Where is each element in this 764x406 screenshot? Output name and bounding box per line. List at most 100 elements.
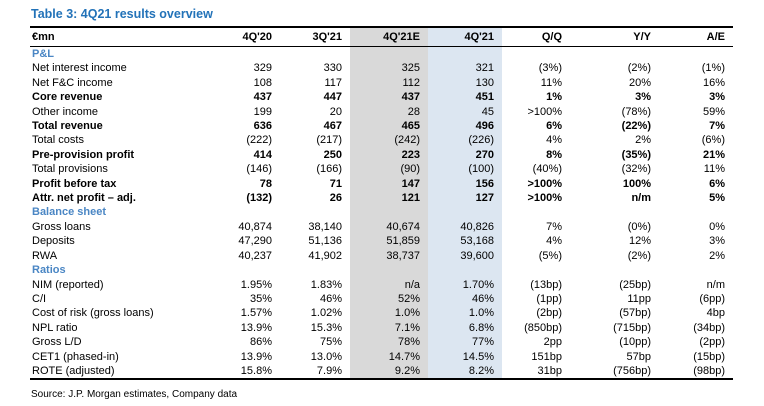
value-cell: 13.9% [240,350,272,363]
source-note: Source: J.P. Morgan estimates, Company d… [31,389,238,401]
value-cell: (0%) [627,220,651,233]
section-spacer-cell [428,205,502,220]
value-cell: 13.0% [310,350,342,363]
value-cell: 121 [350,191,428,206]
value-cell: 41,902 [308,249,342,262]
value-cell: 127 [428,191,502,206]
value-cell: n/a [350,277,428,292]
row-label: Deposits [32,235,75,248]
value-cell: 6% [546,120,562,133]
section-spacer-cell [350,205,428,220]
value-cell: 2pp [543,336,562,349]
table-row: RWA 40,237 41,902 38,737 39,600 (5%) (2%) 2% [30,248,733,264]
value-cell: 40,874 [238,220,272,233]
row-label: Cost of risk (gross loans) [32,307,154,320]
value-cell: 28 [350,104,428,120]
value-cell: 1% [546,91,562,104]
header-actual-vs-estimate: A/E [659,27,733,47]
row-label: Other income [32,105,99,118]
section-spacer-cell [280,47,350,62]
value-cell: >100% [527,177,562,190]
value-cell: 38,140 [308,220,342,233]
section-header: Balance sheet [32,206,106,219]
row-label: Net F&C income [32,76,113,89]
section-spacer-cell [198,263,280,277]
value-cell: 31bp [537,364,562,377]
value-cell: n/m [631,192,651,205]
table-row: Other income 199 20 28 45 >100% (78%) 59% [30,104,733,120]
value-cell: 1.95% [240,278,272,291]
value-cell: 52% [350,291,428,307]
section-spacer-cell [350,263,428,278]
value-cell: 1.83% [310,278,342,291]
row-label: Total costs [32,134,84,147]
row-label: NPL ratio [32,321,78,334]
value-cell: 71 [329,177,342,190]
value-cell: 130 [428,75,502,91]
value-cell: 13.9% [240,321,272,334]
value-cell: >100% [527,192,562,205]
section-spacer-cell [350,46,428,62]
value-cell: 437 [350,90,428,105]
table-row: Core revenue 437 447 437 451 1% 3% 3% [30,90,733,105]
value-cell: 35% [249,292,272,305]
value-cell: 467 [323,120,342,133]
value-cell: (13bp) [530,278,562,291]
header-qoq: Q/Q [502,27,570,47]
row-label: C/I [32,292,47,305]
value-cell: (2%) [627,249,651,262]
section-spacer-cell [570,205,659,219]
value-cell: 329 [253,62,272,75]
value-cell: 4% [546,134,562,147]
value-cell: 4bp [706,307,725,320]
value-cell: 3% [709,235,725,248]
section-header-row: P&L [30,46,733,62]
header-4q21-actual: 4Q'21 [428,27,502,47]
value-cell: (15bp) [693,350,725,363]
value-cell: 53,168 [428,234,502,249]
value-cell: (217) [316,134,342,147]
value-cell: 6% [709,177,725,190]
value-cell: (22%) [621,120,651,133]
value-cell: 51,859 [350,234,428,249]
value-cell: 250 [323,148,342,161]
value-cell: 38,737 [350,248,428,264]
value-cell: 86% [249,336,272,349]
value-cell: (35%) [621,148,651,161]
value-cell: (132) [246,192,272,205]
value-cell: 1.02% [310,307,342,320]
section-spacer-cell [502,263,570,277]
value-cell: 46% [428,291,502,307]
section-spacer-cell [659,263,733,277]
table-row: Pre-provision profit 414 250 223 270 8% (35%) 2… [30,147,733,163]
value-cell: 117 [324,76,342,89]
section-header-row: Balance sheet [30,205,733,220]
table-row: CET1 (phased-in) 13.9% 13.0% 14.7% 14.5% 151b… [30,349,733,364]
value-cell: 8% [546,148,562,161]
value-cell: 39,600 [428,248,502,264]
value-cell: (34bp) [693,321,725,334]
value-cell: 636 [253,120,272,133]
value-cell: (100) [428,162,502,177]
value-cell: 151bp [531,350,562,363]
value-cell: (2pp) [699,336,725,349]
row-label: Total revenue [32,120,103,133]
value-cell: 7% [709,120,725,133]
value-cell: (1%) [701,62,725,75]
table-row: Net interest income 329 330 325 321 (3%) (2%) (… [30,61,733,76]
value-cell: (5%) [538,249,562,262]
section-spacer-cell [280,205,350,219]
row-label: Attr. net profit – adj. [32,192,136,205]
value-cell: (146) [246,163,272,176]
table-body: P&L Net interest income 329 330 325 321 (3%) (2… [30,46,733,380]
table-title: Table 3: 4Q21 results overview [31,7,213,21]
value-cell: 15.8% [240,364,272,377]
value-cell: 447 [323,91,342,104]
value-cell: (90) [350,162,428,177]
section-spacer-cell [428,263,502,278]
value-cell: 112 [350,75,428,91]
value-cell: 14.5% [428,349,502,364]
value-cell: 1.0% [350,306,428,321]
value-cell: 100% [622,177,651,190]
value-cell: 47,290 [238,235,272,248]
